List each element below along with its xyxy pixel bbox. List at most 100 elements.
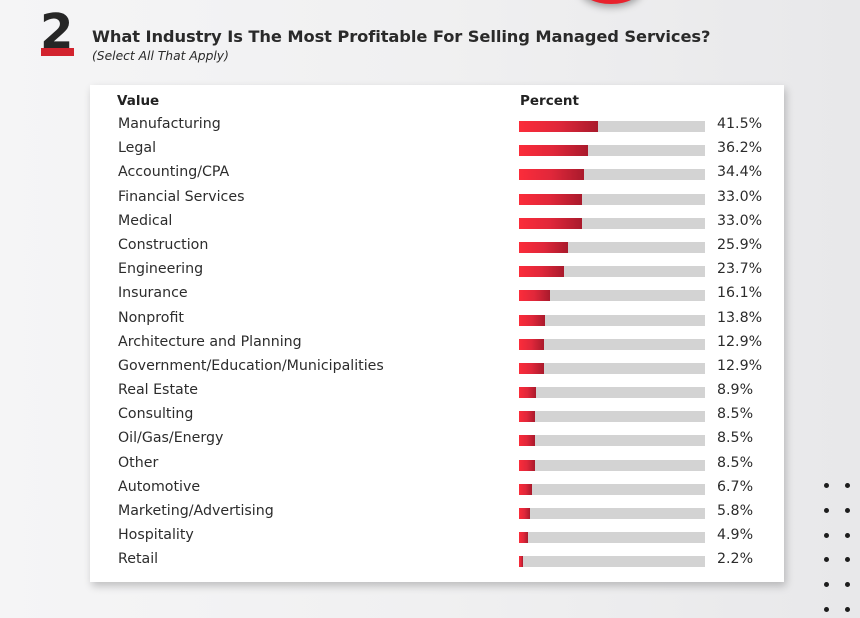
category-label: Construction <box>118 236 209 253</box>
category-label: Engineering <box>118 261 204 278</box>
bar <box>519 362 544 374</box>
bar <box>519 169 585 181</box>
bar-track <box>519 362 705 374</box>
table-row: Construction 25.9% <box>90 235 784 259</box>
table-row: Manufacturing 41.5% <box>90 114 784 138</box>
category-label: Oil/Gas/Energy <box>118 430 224 447</box>
bar <box>519 314 546 326</box>
question-number-badge: 2 <box>40 6 74 58</box>
bar-track <box>519 314 705 326</box>
value-label: 8.5% <box>717 406 754 423</box>
column-header-value: Value <box>117 93 160 109</box>
table-row: Hospitality 4.9% <box>90 525 784 549</box>
table-row: Government/Education/Municipalities 12.9% <box>90 356 784 380</box>
category-label: Real Estate <box>118 382 198 399</box>
value-label: 4.9% <box>717 527 754 544</box>
table-row: Architecture and Planning 12.9% <box>90 332 784 356</box>
decorative-dot <box>845 557 850 563</box>
column-header-percent: Percent <box>520 93 579 109</box>
table-row: Legal 36.2% <box>90 138 784 162</box>
decorative-red-shape <box>580 0 642 4</box>
value-label: 33.0% <box>717 188 763 205</box>
category-label: Legal <box>118 140 157 157</box>
bar <box>519 145 588 157</box>
bar-track <box>519 145 705 157</box>
category-label: Hospitality <box>118 527 194 544</box>
table-row: Marketing/Advertising 5.8% <box>90 501 784 525</box>
value-label: 16.1% <box>717 285 763 302</box>
bar-track <box>519 241 705 253</box>
bar-track <box>519 435 705 447</box>
bar <box>519 483 532 495</box>
table-row: Automotive 6.7% <box>90 477 784 501</box>
bar <box>519 387 536 399</box>
category-label: Other <box>118 454 159 471</box>
bar-track <box>519 459 705 471</box>
table-row: Retail 2.2% <box>90 549 784 573</box>
bar <box>519 411 536 423</box>
bar <box>519 508 531 519</box>
value-label: 12.9% <box>717 357 763 374</box>
bar-track <box>519 532 705 544</box>
bar-track <box>519 169 705 181</box>
category-label: Marketing/Advertising <box>118 503 274 519</box>
category-label: Consulting <box>118 406 194 423</box>
value-label: 25.9% <box>717 236 763 253</box>
question-number: 2 <box>40 4 73 60</box>
bar <box>519 556 524 568</box>
table-row: Oil/Gas/Energy 8.5% <box>90 428 784 452</box>
table-row: Insurance 16.1% <box>90 283 784 307</box>
table-row: Accounting/CPA 34.4% <box>90 162 784 186</box>
decorative-dot <box>845 532 850 538</box>
decorative-dot <box>824 507 829 513</box>
question-title: What Industry Is The Most Profitable For… <box>92 27 711 46</box>
table-row: Financial Services 33.0% <box>90 187 784 211</box>
question-subtitle: (Select All That Apply) <box>92 49 229 63</box>
value-label: 8.5% <box>717 454 754 471</box>
bar <box>519 290 550 302</box>
value-label: 6.7% <box>717 478 754 495</box>
table-row: Nonprofit 13.8% <box>90 308 784 332</box>
category-label: Retail <box>118 551 159 568</box>
decorative-dot <box>824 483 829 488</box>
bar <box>519 532 529 544</box>
table-row: Other 8.5% <box>90 453 784 477</box>
bar <box>519 266 565 278</box>
bar <box>519 193 582 205</box>
bar <box>519 459 536 471</box>
value-label: 33.0% <box>717 212 763 229</box>
bar-track <box>519 508 705 519</box>
bar-track <box>519 483 705 495</box>
category-label: Manufacturing <box>118 116 221 132</box>
category-label: Automotive <box>118 478 201 495</box>
results-table-card: Value Percent Manufacturing 41.5% Legal 36.… <box>90 85 784 582</box>
table-row: Engineering 23.7% <box>90 259 784 283</box>
decorative-dot <box>824 557 829 563</box>
decorative-dot <box>845 507 850 513</box>
bar <box>519 435 536 447</box>
decorative-dot <box>845 607 850 612</box>
decorative-dot-grid <box>821 480 855 615</box>
decorative-dot <box>824 532 829 538</box>
bar-track <box>519 290 705 302</box>
category-label: Insurance <box>118 285 188 302</box>
bar-track <box>519 266 705 278</box>
category-label: Accounting/CPA <box>118 164 230 181</box>
bar <box>519 217 582 229</box>
bar-track <box>519 556 705 568</box>
value-label: 12.9% <box>717 333 763 350</box>
decorative-dot <box>824 607 829 612</box>
bar-track <box>519 193 705 205</box>
category-label: Architecture and Planning <box>118 333 302 350</box>
bar-track <box>519 411 705 423</box>
bar <box>519 241 569 253</box>
results-rows: Manufacturing 41.5% Legal 36.2% Accounting/C… <box>90 114 784 574</box>
value-label: 34.4% <box>717 164 763 181</box>
table-row: Medical 33.0% <box>90 211 784 235</box>
value-label: 36.2% <box>717 140 763 157</box>
decorative-dot <box>845 483 850 488</box>
bar-track <box>519 217 705 229</box>
value-label: 2.2% <box>717 551 754 568</box>
value-label: 8.9% <box>717 382 754 399</box>
decorative-dot <box>845 582 850 588</box>
